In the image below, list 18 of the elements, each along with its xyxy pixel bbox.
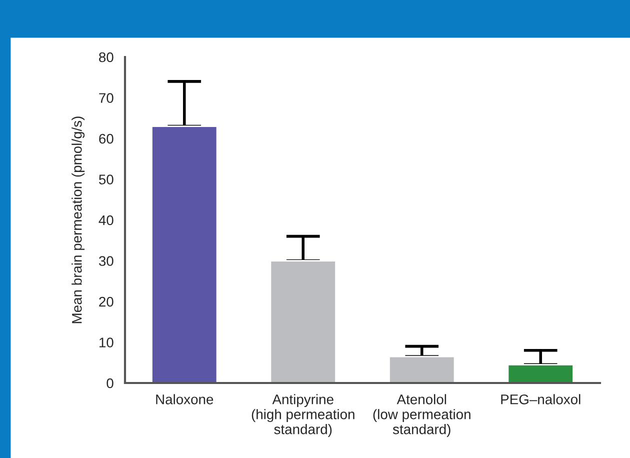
bar: [270, 260, 336, 383]
y-tick-label: 10: [100, 338, 114, 348]
bar: [507, 364, 574, 383]
y-tick-label: 60: [99, 134, 114, 144]
y-tick-label: 0: [106, 378, 114, 388]
x-tick-label: Atenolol (low permeation standard): [373, 394, 470, 437]
y-axis-title: Mean brain permeation (pmol/g/s): [72, 116, 85, 324]
y-tick-label: 40: [98, 215, 114, 226]
bar: [151, 126, 218, 383]
y-tick-label: 20: [99, 296, 114, 307]
y-tick-label: 80: [99, 52, 114, 62]
y-tick-label: 50: [98, 174, 114, 184]
x-tick-label: PEG–naloxol: [501, 394, 580, 404]
bar: [388, 356, 456, 383]
y-tick-label: 30: [98, 256, 114, 266]
y-tick-label: 70: [99, 93, 114, 103]
x-tick-label: Naloxone: [156, 394, 214, 404]
x-tick-label: Antipyrine (high permeation standard): [252, 394, 354, 437]
